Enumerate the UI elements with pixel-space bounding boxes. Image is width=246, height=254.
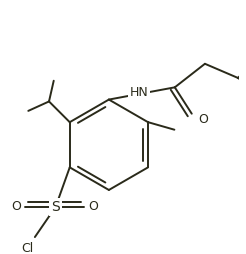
Text: O: O	[198, 113, 208, 126]
Text: S: S	[51, 200, 60, 214]
Text: O: O	[88, 200, 98, 213]
Text: O: O	[11, 200, 21, 213]
Text: HN: HN	[130, 86, 148, 99]
Text: Cl: Cl	[21, 242, 33, 254]
